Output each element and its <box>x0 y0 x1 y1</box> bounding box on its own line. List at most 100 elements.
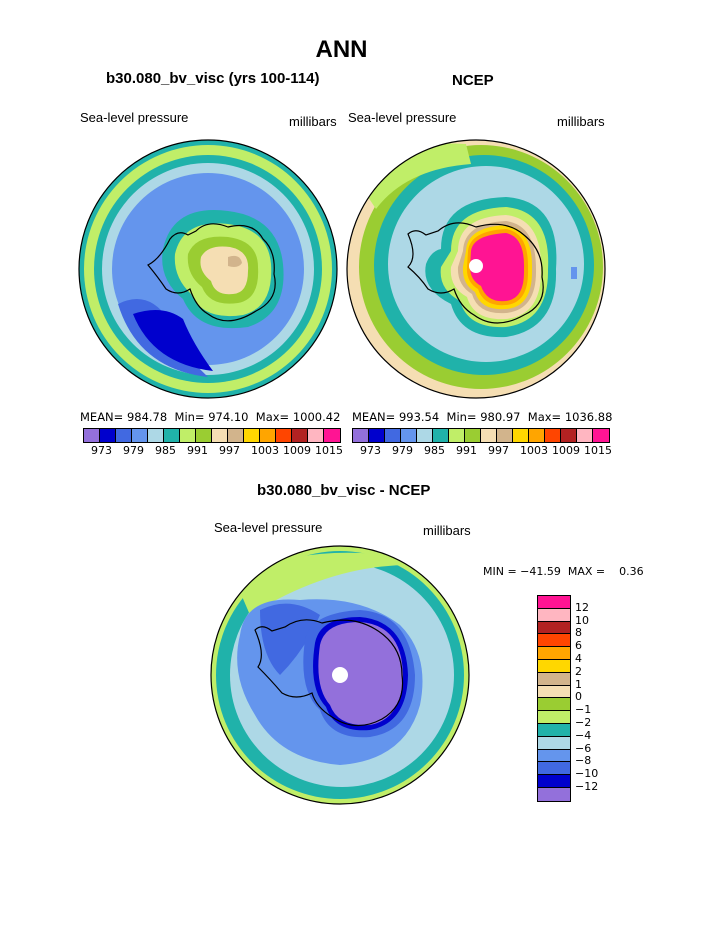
colorbar-tick-label: −10 <box>575 767 599 781</box>
colorbar-swatch <box>196 429 212 442</box>
right-coastline <box>407 222 544 324</box>
colorbar-swatch <box>449 429 465 442</box>
colorbar-tick-label: 6 <box>575 639 582 653</box>
colorbar-tick-label: 1009 <box>283 444 311 457</box>
colorbar-swatch <box>401 429 417 442</box>
diff-lime-arc <box>235 552 410 615</box>
colorbar-swatch <box>497 429 513 442</box>
right-polar-map <box>346 139 606 399</box>
diff-units-label: millibars <box>423 523 471 538</box>
colorbar-swatch <box>538 762 570 776</box>
left-mean-value: 984.78 <box>126 410 168 424</box>
right-max-value: 1036.88 <box>564 410 613 424</box>
right-antarctic-pink <box>470 233 525 302</box>
colorbar-tick-label: −12 <box>575 780 599 793</box>
colorbar-tick-label: 979 <box>123 444 144 457</box>
colorbar-swatch <box>433 429 449 442</box>
colorbar-swatch <box>538 685 570 699</box>
colorbar-tick-label: −1 <box>575 703 592 717</box>
diff-colorbar <box>537 595 571 802</box>
right-colorbar <box>352 428 610 443</box>
colorbar-swatch <box>369 429 385 442</box>
colorbar-swatch <box>538 698 570 712</box>
right-small-patch <box>571 267 577 279</box>
colorbar-swatch <box>513 429 529 442</box>
colorbar-tick-label: 997 <box>219 444 240 457</box>
colorbar-swatch <box>529 429 545 442</box>
colorbar-tick-label: 8 <box>575 626 582 640</box>
colorbar-swatch <box>148 429 164 442</box>
colorbar-swatch <box>324 429 340 442</box>
diff-polar-map <box>210 545 470 805</box>
left-min-value: 974.10 <box>208 410 249 424</box>
colorbar-swatch <box>538 749 570 763</box>
diff-title: b30.080_bv_visc - NCEP <box>257 482 431 499</box>
colorbar-swatch <box>228 429 244 442</box>
colorbar-tick-label: 1003 <box>251 444 279 457</box>
diff-purple-core <box>318 622 403 726</box>
colorbar-tick-label: 991 <box>187 444 208 457</box>
colorbar-swatch <box>100 429 116 442</box>
colorbar-swatch <box>538 672 570 686</box>
colorbar-swatch <box>84 429 100 442</box>
left-max-value: 1000.42 <box>292 410 341 424</box>
colorbar-swatch <box>545 429 561 442</box>
colorbar-tick-label: 997 <box>488 444 509 457</box>
colorbar-swatch <box>538 621 570 635</box>
colorbar-tick-label: 4 <box>575 652 582 665</box>
colorbar-swatch <box>385 429 401 442</box>
colorbar-tick-label: 1009 <box>552 444 580 457</box>
colorbar-swatch <box>276 429 292 442</box>
colorbar-swatch <box>308 429 324 442</box>
colorbar-swatch <box>538 723 570 737</box>
diff-minmax: MIN = −41.59 MAX = 0.36 <box>483 565 644 578</box>
left-polar-map <box>78 139 338 399</box>
colorbar-swatch <box>132 429 148 442</box>
colorbar-swatch <box>292 429 308 442</box>
right-max-label: Max= <box>527 410 562 424</box>
colorbar-swatch <box>538 711 570 724</box>
colorbar-tick-label: 12 <box>575 600 589 614</box>
colorbar-swatch <box>593 429 609 442</box>
left-low-darkblue <box>133 310 213 371</box>
page-title: ANN <box>315 36 368 63</box>
colorbar-swatch <box>353 429 369 442</box>
colorbar-swatch <box>561 429 577 442</box>
colorbar-tick-label: 979 <box>392 444 413 457</box>
left-max-label: Max= <box>255 410 290 424</box>
left-tan-patch <box>228 255 242 267</box>
left-units-label: millibars <box>289 114 337 129</box>
colorbar-tick-label: 985 <box>155 444 176 457</box>
colorbar-swatch <box>465 429 481 442</box>
right-obs-title: NCEP <box>452 72 494 89</box>
diff-royalblue-west <box>260 603 320 675</box>
colorbar-swatch <box>538 596 570 609</box>
colorbar-tick-label: 991 <box>456 444 477 457</box>
left-model-title: b30.080_bv_visc (yrs 100-114) <box>106 70 320 87</box>
diff-field-label: Sea-level pressure <box>214 520 323 535</box>
colorbar-swatch <box>164 429 180 442</box>
colorbar-tick-label: −6 <box>575 741 592 755</box>
left-coastline <box>147 223 276 322</box>
colorbar-tick-label: 2 <box>575 664 582 678</box>
diff-coastline <box>254 619 404 727</box>
colorbar-tick-label: −8 <box>575 754 592 768</box>
colorbar-tick-label: 1003 <box>520 444 548 457</box>
right-pole-dot <box>469 259 483 273</box>
colorbar-swatch <box>481 429 497 442</box>
colorbar-swatch <box>538 659 570 673</box>
diff-pole-dot <box>332 667 348 683</box>
colorbar-swatch <box>538 634 570 648</box>
colorbar-swatch <box>538 647 570 660</box>
colorbar-tick-label: −4 <box>575 728 592 742</box>
colorbar-tick-label: 1 <box>575 677 582 691</box>
colorbar-tick-label: 973 <box>91 444 112 457</box>
left-field-label: Sea-level pressure <box>80 110 189 125</box>
colorbar-tick-label: 1015 <box>315 444 343 457</box>
right-min-label: Min= <box>446 410 477 424</box>
colorbar-swatch <box>577 429 593 442</box>
colorbar-swatch <box>116 429 132 442</box>
colorbar-swatch <box>260 429 276 442</box>
colorbar-tick-label: 985 <box>424 444 445 457</box>
colorbar-tick-label: 973 <box>360 444 381 457</box>
